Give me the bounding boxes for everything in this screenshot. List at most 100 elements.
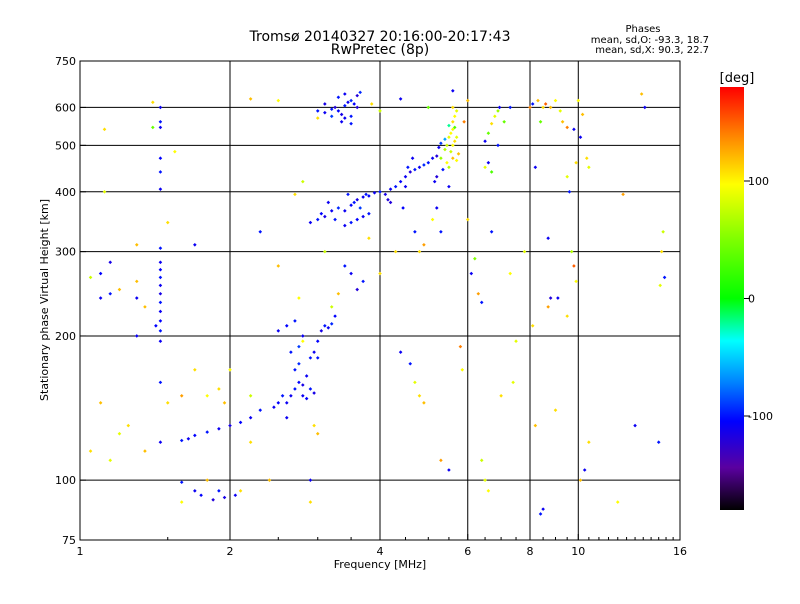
data-point [343, 223, 347, 228]
data-point [158, 300, 163, 305]
x-axis-label: Frequency [MHz] [334, 558, 426, 571]
data-point [658, 283, 662, 288]
data-point [434, 174, 439, 179]
data-point [533, 165, 538, 170]
data-point [398, 350, 403, 354]
data-point [538, 119, 543, 124]
data-point [323, 214, 327, 219]
data-point [546, 305, 550, 309]
data-point [158, 267, 163, 272]
data-point [258, 229, 263, 234]
data-point [179, 438, 184, 443]
data-point [422, 401, 426, 405]
colorbar-ticks: 100 0 -100 [744, 175, 773, 423]
data-point [422, 163, 426, 167]
data-point [336, 291, 341, 296]
data-point [441, 167, 445, 172]
data-point [388, 200, 393, 205]
x-tick-label: 6 [464, 545, 471, 558]
data-point [449, 149, 453, 154]
data-point [158, 246, 163, 250]
data-point [284, 415, 289, 420]
data-point [193, 489, 197, 493]
data-point [546, 236, 550, 240]
data-point [451, 105, 455, 110]
data-point [179, 394, 184, 398]
data-point [304, 396, 309, 401]
y-tick-label: 100 [55, 474, 76, 487]
data-point [233, 493, 238, 498]
data-point [582, 468, 587, 472]
data-point [497, 105, 502, 110]
data-point [297, 296, 301, 300]
data-point [578, 135, 583, 139]
data-point [456, 152, 461, 156]
data-point [248, 415, 253, 420]
data-point [361, 214, 365, 219]
data-point [346, 100, 350, 105]
data-point [361, 279, 365, 284]
data-point [422, 242, 426, 247]
data-point [312, 423, 316, 428]
data-point [408, 361, 413, 366]
data-point [315, 116, 320, 120]
data-point [308, 478, 313, 482]
data-point [486, 489, 491, 493]
data-point [158, 156, 163, 161]
data-point [662, 275, 667, 280]
data-point [276, 401, 281, 405]
data-point [308, 356, 313, 360]
data-point [434, 206, 439, 210]
data-point [315, 431, 320, 436]
data-point [403, 174, 408, 179]
data-point [401, 206, 405, 210]
data-point [301, 334, 305, 338]
data-point [293, 367, 297, 372]
data-point [361, 195, 365, 199]
data-point [336, 95, 341, 100]
data-point [530, 102, 535, 106]
data-point [355, 217, 359, 222]
data-point [312, 391, 316, 395]
data-point [349, 114, 353, 119]
data-point [158, 260, 163, 265]
data-point [569, 249, 574, 254]
data-point [543, 102, 548, 106]
data-point [479, 458, 484, 463]
data-point [126, 423, 131, 428]
data-point [576, 98, 581, 103]
data-point [587, 440, 591, 445]
data-point [398, 179, 403, 184]
data-point [486, 160, 491, 165]
data-point [430, 217, 435, 222]
data-point [276, 264, 281, 268]
data-point [447, 468, 451, 472]
y-tick-label: 500 [55, 139, 76, 152]
x-axis-ticks: 1 2 4 6 8 10 16 [77, 534, 687, 558]
data-point [158, 440, 163, 445]
data-point [329, 305, 334, 309]
data-point [367, 236, 371, 240]
data-point [378, 271, 382, 276]
data-point [355, 105, 359, 110]
data-point [565, 314, 569, 318]
data-point [661, 229, 665, 234]
y-tick-label: 300 [55, 246, 76, 259]
data-point [349, 98, 353, 103]
data-point [228, 423, 232, 428]
data-point [349, 203, 353, 207]
data-point [358, 206, 362, 210]
data-point [323, 110, 327, 115]
data-point [465, 217, 470, 222]
x-tick-label: 8 [527, 545, 534, 558]
data-point [462, 119, 466, 124]
colorbar-label: [deg] [720, 71, 755, 86]
colorbar [720, 87, 744, 510]
data-point [205, 430, 209, 434]
data-point [312, 350, 316, 354]
data-point [508, 271, 512, 276]
data-point [393, 184, 398, 189]
data-point [486, 131, 491, 136]
data-point [343, 103, 347, 108]
